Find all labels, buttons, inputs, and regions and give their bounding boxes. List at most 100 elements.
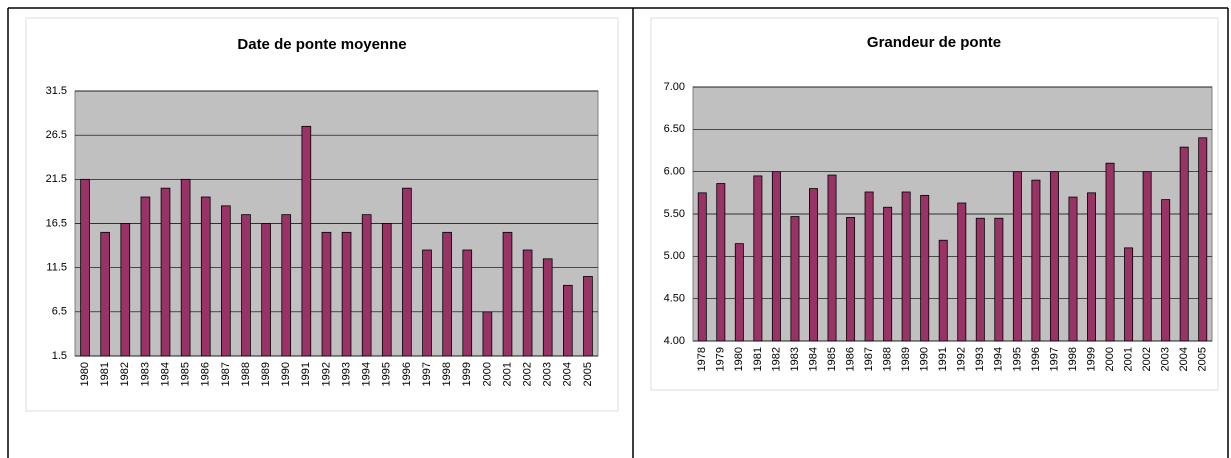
x-tick-label: 1996 bbox=[1030, 347, 1042, 371]
x-tick-label: 1991 bbox=[937, 347, 949, 371]
y-tick-label: 5.00 bbox=[664, 250, 685, 262]
bar bbox=[80, 178, 90, 357]
x-tick-label: 1984 bbox=[807, 347, 819, 371]
bar bbox=[734, 243, 744, 342]
bar bbox=[883, 206, 893, 342]
bar bbox=[957, 202, 967, 342]
y-tick-label: 21.5 bbox=[46, 173, 67, 185]
x-tick-label: 1997 bbox=[1048, 347, 1060, 371]
y-tick-label: 31.5 bbox=[46, 85, 67, 97]
bar bbox=[938, 239, 948, 342]
bar bbox=[281, 214, 292, 357]
x-tick-label: 1996 bbox=[401, 362, 413, 386]
chart-title: Grandeur de ponte bbox=[867, 34, 1001, 51]
bar bbox=[402, 187, 412, 357]
bar bbox=[341, 231, 352, 357]
y-tick-label: 7.00 bbox=[664, 81, 685, 93]
bar bbox=[422, 249, 432, 357]
chart-title: Date de ponte moyenne bbox=[237, 36, 406, 53]
x-tick-label: 1986 bbox=[200, 362, 212, 386]
x-tick-label: 2003 bbox=[1160, 347, 1172, 371]
bar bbox=[442, 231, 452, 357]
bar bbox=[1179, 146, 1189, 342]
x-tick-label: 2000 bbox=[481, 362, 493, 386]
bar bbox=[221, 205, 231, 357]
bar bbox=[864, 191, 874, 342]
y-tick-label: 16.5 bbox=[46, 217, 67, 229]
x-tick-label: 1993 bbox=[974, 347, 986, 371]
bar bbox=[771, 171, 781, 342]
x-tick-label: 1992 bbox=[956, 347, 968, 371]
y-tick-label: 11.5 bbox=[46, 262, 67, 274]
x-tick-label: 1982 bbox=[119, 362, 131, 386]
bar bbox=[583, 276, 593, 357]
x-tick-label: 1994 bbox=[361, 362, 373, 386]
y-tick-label: 1.5 bbox=[52, 350, 67, 362]
bar bbox=[827, 174, 837, 342]
x-tick-label: 1987 bbox=[863, 347, 875, 371]
x-tick-label: 1998 bbox=[441, 362, 453, 386]
bar bbox=[160, 187, 171, 357]
bar bbox=[180, 178, 191, 357]
bar bbox=[1161, 199, 1171, 342]
x-tick-label: 2005 bbox=[1197, 347, 1209, 371]
x-tick-label: 1981 bbox=[752, 347, 764, 371]
bar bbox=[1012, 171, 1022, 342]
x-tick-label: 1994 bbox=[993, 347, 1005, 371]
bar bbox=[261, 223, 271, 357]
x-tick-label: 1978 bbox=[696, 347, 708, 371]
x-tick-label: 1988 bbox=[240, 362, 252, 386]
bar bbox=[522, 249, 533, 357]
bar bbox=[140, 196, 151, 357]
bar bbox=[1142, 171, 1152, 342]
x-tick-label: 1979 bbox=[715, 347, 727, 371]
bar bbox=[381, 223, 392, 357]
bar bbox=[482, 311, 493, 357]
x-tick-label: 1999 bbox=[461, 362, 473, 386]
x-tick-label: 1981 bbox=[99, 362, 111, 386]
x-tick-label: 1985 bbox=[180, 362, 192, 386]
x-tick-label: 1997 bbox=[421, 362, 433, 386]
x-tick-label: 1988 bbox=[882, 347, 894, 371]
bar bbox=[120, 223, 131, 357]
bar bbox=[563, 284, 573, 357]
bar bbox=[920, 194, 930, 342]
x-tick-label: 2001 bbox=[501, 362, 513, 386]
bar bbox=[809, 188, 818, 342]
x-tick-label: 1995 bbox=[381, 362, 393, 386]
x-tick-label: 1980 bbox=[79, 362, 91, 386]
bar bbox=[697, 192, 707, 342]
x-tick-label: 1989 bbox=[900, 347, 912, 371]
bar bbox=[1198, 137, 1208, 342]
y-tick-label: 6.50 bbox=[664, 123, 685, 135]
y-tick-label: 6.00 bbox=[664, 166, 685, 178]
x-tick-label: 1980 bbox=[733, 347, 745, 371]
bar bbox=[790, 216, 800, 342]
y-tick-label: 5.50 bbox=[664, 208, 685, 220]
x-tick-label: 1995 bbox=[1011, 347, 1023, 371]
x-tick-label: 1983 bbox=[139, 362, 151, 386]
x-tick-label: 2005 bbox=[582, 362, 594, 386]
bar bbox=[200, 196, 211, 357]
bar bbox=[241, 214, 251, 357]
bar bbox=[1105, 162, 1115, 342]
x-tick-label: 2002 bbox=[1141, 347, 1153, 371]
bar bbox=[361, 214, 372, 357]
x-tick-label: 1990 bbox=[919, 347, 931, 371]
bar bbox=[1049, 171, 1059, 342]
y-tick-label: 4.00 bbox=[664, 335, 685, 347]
bar bbox=[321, 231, 332, 357]
bar bbox=[462, 249, 473, 357]
bar bbox=[1031, 179, 1041, 342]
x-tick-label: 1987 bbox=[220, 362, 232, 386]
x-tick-label: 1982 bbox=[770, 347, 782, 371]
x-tick-label: 1991 bbox=[300, 362, 312, 386]
bar bbox=[846, 216, 856, 342]
x-tick-label: 1989 bbox=[260, 362, 272, 386]
x-tick-label: 1983 bbox=[789, 347, 801, 371]
x-tick-label: 1999 bbox=[1085, 347, 1097, 371]
x-tick-label: 2002 bbox=[522, 362, 534, 386]
x-tick-label: 2001 bbox=[1122, 347, 1134, 371]
y-tick-label: 6.5 bbox=[52, 306, 67, 318]
table-frame bbox=[7, 7, 1229, 458]
